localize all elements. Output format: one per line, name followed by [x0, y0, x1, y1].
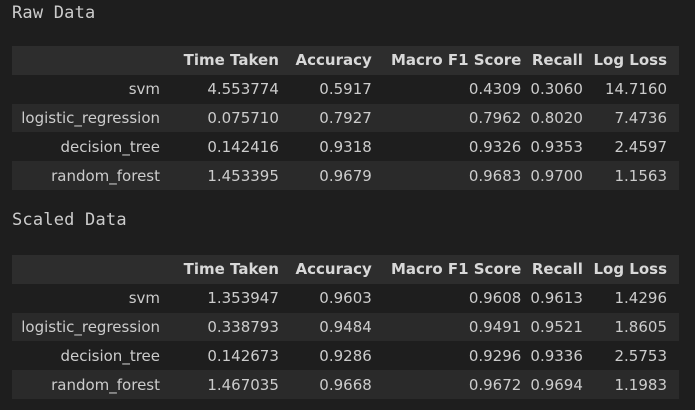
cell-log-loss: 1.4296: [614, 289, 668, 308]
cell-recall: 0.3060: [530, 80, 583, 99]
table-row: svm 4.553774 0.5917 0.4309 0.3060 14.716…: [12, 75, 679, 104]
cell-macro-f1: 0.4309: [468, 80, 522, 99]
cell-log-loss: 7.4736: [588, 103, 679, 133]
table-row: decision_tree 0.142416 0.9318 0.9326 0.9…: [12, 132, 679, 161]
cell-log-loss: 2.4597: [614, 137, 668, 156]
cell-recall: 0.9700: [527, 161, 589, 190]
row-label: random_forest: [12, 370, 178, 399]
row-label: logistic_regression: [12, 312, 178, 342]
row-label: random_forest: [12, 161, 178, 190]
cell-accuracy: 0.9318: [319, 137, 372, 156]
row-label: svm: [128, 80, 160, 99]
column-header-macro-f1: Macro F1 Score: [383, 46, 528, 75]
cell-macro-f1: 0.9683: [383, 161, 528, 190]
cell-accuracy: 0.5917: [319, 80, 372, 99]
cell-macro-f1: 0.9326: [468, 137, 522, 156]
cell-recall: 0.9613: [530, 289, 583, 308]
cell-time-taken: 0.075710: [178, 103, 291, 133]
cell-macro-f1: 0.9296: [468, 346, 522, 365]
scaled-data-table: Time Taken Accuracy Macro F1 Score Recal…: [12, 255, 679, 399]
cell-recall: 0.9336: [530, 346, 583, 365]
column-header-accuracy: Accuracy: [290, 255, 384, 284]
cell-recall: 0.9353: [530, 137, 583, 156]
cell-time-taken: 0.142416: [207, 137, 279, 156]
cell-time-taken: 1.353947: [207, 289, 279, 308]
column-header-macro-f1: Macro F1 Score: [383, 255, 528, 284]
column-header-time-taken: Time Taken: [178, 46, 291, 75]
cell-accuracy: 0.9484: [290, 312, 384, 342]
cell-time-taken: 4.553774: [207, 80, 279, 99]
index-header: [12, 255, 178, 284]
cell-log-loss: 1.8605: [588, 312, 679, 342]
section-title-scaled: Scaled Data: [12, 210, 127, 230]
table-header-row: Time Taken Accuracy Macro F1 Score Recal…: [12, 46, 679, 75]
table-row: decision_tree 0.142673 0.9286 0.9296 0.9…: [12, 341, 679, 370]
table-header-row: Time Taken Accuracy Macro F1 Score Recal…: [12, 255, 679, 284]
cell-time-taken: 1.467035: [178, 370, 291, 399]
index-header: [12, 46, 178, 75]
cell-time-taken: 0.338793: [178, 312, 291, 342]
table-row: logistic_regression 0.338793 0.9484 0.94…: [12, 312, 679, 342]
column-header-log-loss: Log Loss: [588, 46, 679, 75]
cell-accuracy: 0.9668: [290, 370, 384, 399]
table-row: random_forest 1.467035 0.9668 0.9672 0.9…: [12, 370, 679, 399]
row-label: decision_tree: [60, 346, 160, 365]
cell-recall: 0.9521: [527, 312, 589, 342]
cell-recall: 0.8020: [527, 103, 589, 133]
cell-time-taken: 1.453395: [178, 161, 291, 190]
row-label: decision_tree: [60, 137, 160, 156]
column-header-log-loss: Log Loss: [588, 255, 679, 284]
raw-data-table: Time Taken Accuracy Macro F1 Score Recal…: [12, 46, 679, 190]
cell-macro-f1: 0.9608: [468, 289, 522, 308]
cell-accuracy: 0.9603: [319, 289, 372, 308]
cell-accuracy: 0.7927: [290, 103, 384, 133]
row-label: logistic_regression: [12, 103, 178, 133]
column-header-recall: Recall: [527, 46, 589, 75]
cell-accuracy: 0.9286: [319, 346, 372, 365]
table-row: logistic_regression 0.075710 0.7927 0.79…: [12, 103, 679, 133]
cell-log-loss: 1.1563: [588, 161, 679, 190]
row-label: svm: [128, 289, 160, 308]
column-header-recall: Recall: [527, 255, 589, 284]
cell-log-loss: 1.1983: [588, 370, 679, 399]
cell-log-loss: 14.7160: [604, 80, 667, 99]
cell-log-loss: 2.5753: [614, 346, 668, 365]
table-row: random_forest 1.453395 0.9679 0.9683 0.9…: [12, 161, 679, 190]
section-title-raw: Raw Data: [12, 3, 96, 23]
table-row: svm 1.353947 0.9603 0.9608 0.9613 1.4296: [12, 284, 679, 313]
column-header-accuracy: Accuracy: [290, 46, 384, 75]
cell-recall: 0.9694: [527, 370, 589, 399]
cell-time-taken: 0.142673: [207, 346, 279, 365]
cell-macro-f1: 0.9672: [383, 370, 528, 399]
cell-macro-f1: 0.7962: [383, 103, 528, 133]
cell-accuracy: 0.9679: [290, 161, 384, 190]
cell-macro-f1: 0.9491: [383, 312, 528, 342]
column-header-time-taken: Time Taken: [178, 255, 291, 284]
